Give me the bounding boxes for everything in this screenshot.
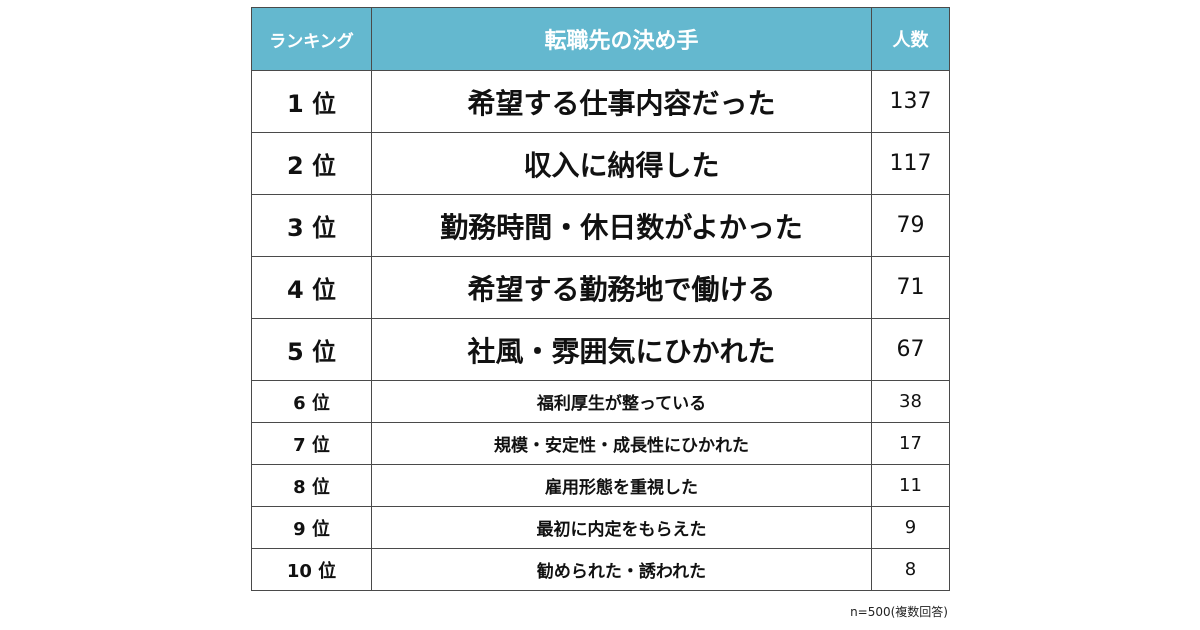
count-cell: 137 <box>871 70 950 133</box>
reason-cell: 福利厚生が整っている <box>371 380 872 423</box>
rank-cell: 7 位 <box>251 422 372 465</box>
count-cell: 11 <box>871 464 950 507</box>
table-header-row: ランキング 転職先の決め手 人数 <box>251 7 950 71</box>
reason-cell: 勧められた・誘われた <box>371 548 872 591</box>
header-reason: 転職先の決め手 <box>371 7 872 71</box>
rank-cell: 2 位 <box>251 132 372 195</box>
rank-cell: 1 位 <box>251 70 372 133</box>
table-row: 1 位希望する仕事内容だった 137 <box>251 70 950 133</box>
rank-cell: 6 位 <box>251 380 372 423</box>
table-row: 3 位勤務時間・休日数がよかった 79 <box>251 194 950 257</box>
count-cell: 8 <box>871 548 950 591</box>
reason-cell: 雇用形態を重視した <box>371 464 872 507</box>
count-cell: 79 <box>871 194 950 257</box>
count-cell: 38 <box>871 380 950 423</box>
reason-cell: 希望する仕事内容だった <box>371 70 872 133</box>
count-cell: 117 <box>871 132 950 195</box>
table-row: 7 位規模・安定性・成長性にひかれた 17 <box>251 422 950 465</box>
reason-cell: 最初に内定をもらえた <box>371 506 872 549</box>
count-cell: 9 <box>871 506 950 549</box>
rank-cell: 10 位 <box>251 548 372 591</box>
rank-cell: 4 位 <box>251 256 372 319</box>
reason-cell: 収入に納得した <box>371 132 872 195</box>
table-row: 4 位希望する勤務地で働ける 71 <box>251 256 950 319</box>
table-row: 6 位福利厚生が整っている 38 <box>251 380 950 423</box>
table-row: 8 位雇用形態を重視した 11 <box>251 464 950 507</box>
table-row: 5 位社風・雰囲気にひかれた 67 <box>251 318 950 381</box>
rank-cell: 8 位 <box>251 464 372 507</box>
rank-cell: 5 位 <box>251 318 372 381</box>
reason-cell: 規模・安定性・成長性にひかれた <box>371 422 872 465</box>
count-cell: 67 <box>871 318 950 381</box>
table-row: 9 位最初に内定をもらえた 9 <box>251 506 950 549</box>
reason-cell: 勤務時間・休日数がよかった <box>371 194 872 257</box>
header-rank: ランキング <box>251 7 372 71</box>
reason-cell: 社風・雰囲気にひかれた <box>371 318 872 381</box>
count-cell: 71 <box>871 256 950 319</box>
ranking-table: ランキング 転職先の決め手 人数 1 位希望する仕事内容だった 137 2 位収入に… <box>251 7 950 591</box>
rank-cell: 9 位 <box>251 506 372 549</box>
table-row: 10 位勧められた・誘われた 8 <box>251 548 950 591</box>
table-row: 2 位収入に納得した 117 <box>251 132 950 195</box>
reason-cell: 希望する勤務地で働ける <box>371 256 872 319</box>
rank-cell: 3 位 <box>251 194 372 257</box>
sample-note: n=500(複数回答) <box>850 605 948 619</box>
count-cell: 17 <box>871 422 950 465</box>
header-count: 人数 <box>871 7 950 71</box>
